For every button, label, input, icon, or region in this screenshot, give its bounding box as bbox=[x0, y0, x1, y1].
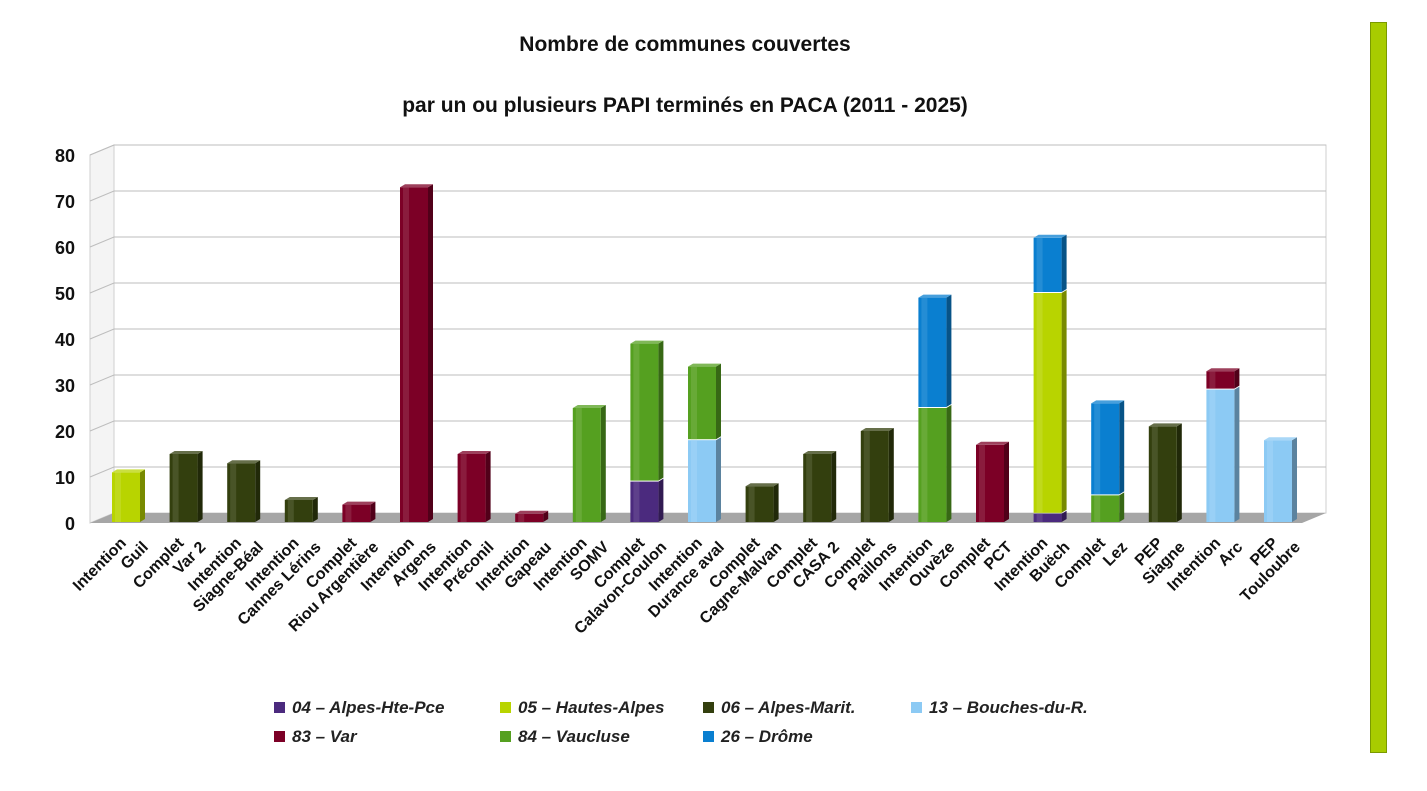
legend-label: 06 – Alpes-Marit. bbox=[721, 698, 856, 717]
bar-segment bbox=[227, 460, 261, 522]
bar-segment bbox=[745, 483, 779, 522]
legend-item: 05 – Hautes-Alpes bbox=[500, 698, 664, 718]
legend-label: 83 – Var bbox=[292, 727, 357, 746]
bar-segment bbox=[1148, 423, 1182, 522]
bar-segment bbox=[1206, 386, 1240, 522]
bar-segment bbox=[112, 469, 145, 522]
gridline bbox=[89, 190, 1326, 202]
bar-segment bbox=[803, 451, 837, 522]
bar-segment bbox=[342, 501, 376, 522]
legend-label: 05 – Hautes-Alpes bbox=[518, 698, 665, 717]
legend-swatch bbox=[703, 702, 714, 713]
gridline bbox=[89, 236, 1326, 248]
y-tick-label: 30 bbox=[55, 376, 75, 396]
bar-segment bbox=[688, 437, 721, 522]
bar-segment bbox=[976, 441, 1009, 522]
bar-segment bbox=[918, 294, 952, 407]
gridline bbox=[89, 282, 1326, 294]
bar-segment bbox=[284, 497, 318, 522]
legend-swatch bbox=[911, 702, 922, 713]
legend-swatch bbox=[274, 731, 285, 742]
legend-label: 13 – Bouches-du-R. bbox=[929, 698, 1088, 717]
legend-swatch bbox=[703, 731, 714, 742]
legend-label: 04 – Alpes-Hte-Pce bbox=[292, 698, 445, 717]
bar-chart: 01020304050607080IntentionGuilCompletVar… bbox=[55, 144, 1327, 638]
y-tick-label: 20 bbox=[55, 422, 75, 442]
legend-item: 13 – Bouches-du-R. bbox=[911, 698, 1088, 718]
bar-segment bbox=[515, 510, 549, 522]
legend-swatch bbox=[500, 702, 511, 713]
chart-title: Nombre de communes couvertes bbox=[519, 33, 851, 56]
bar-segment bbox=[1033, 234, 1067, 292]
legend-swatch bbox=[500, 731, 511, 742]
gridline bbox=[89, 144, 1326, 156]
y-tick-label: 60 bbox=[55, 238, 75, 258]
legend-item: 83 – Var bbox=[274, 727, 357, 747]
bar-segment bbox=[918, 405, 952, 522]
y-tick-label: 50 bbox=[55, 284, 75, 304]
bar-segment bbox=[400, 184, 433, 522]
y-tick-label: 70 bbox=[55, 192, 75, 212]
accent-side-bar bbox=[1370, 22, 1387, 753]
bar-segment bbox=[572, 405, 606, 522]
bar-segment bbox=[1206, 368, 1240, 389]
bar-segment bbox=[1091, 492, 1125, 522]
bar-segment bbox=[1033, 290, 1067, 513]
bar-segment bbox=[169, 451, 203, 522]
bar-segment bbox=[1264, 437, 1297, 522]
legend-item: 04 – Alpes-Hte-Pce bbox=[274, 698, 444, 718]
bar-segment bbox=[1091, 400, 1125, 495]
bar-segment bbox=[860, 428, 894, 522]
chart-subtitle: par un ou plusieurs PAPI terminés en PAC… bbox=[402, 94, 968, 117]
y-tick-label: 0 bbox=[65, 514, 75, 534]
legend-item: 26 – Drôme bbox=[703, 727, 813, 747]
legend-swatch bbox=[274, 702, 285, 713]
legend-item: 84 – Vaucluse bbox=[500, 727, 630, 747]
bar-segment bbox=[1033, 510, 1067, 522]
bar-segment bbox=[630, 478, 664, 522]
bar-segment bbox=[457, 451, 491, 522]
legend-item: 06 – Alpes-Marit. bbox=[703, 698, 855, 718]
y-tick-label: 40 bbox=[55, 330, 75, 350]
legend-label: 26 – Drôme bbox=[721, 727, 813, 746]
bar-segment bbox=[688, 363, 721, 440]
bar-segment bbox=[630, 340, 664, 481]
legend-label: 84 – Vaucluse bbox=[518, 727, 630, 746]
y-tick-label: 10 bbox=[55, 468, 75, 488]
y-tick-label: 80 bbox=[55, 146, 75, 166]
